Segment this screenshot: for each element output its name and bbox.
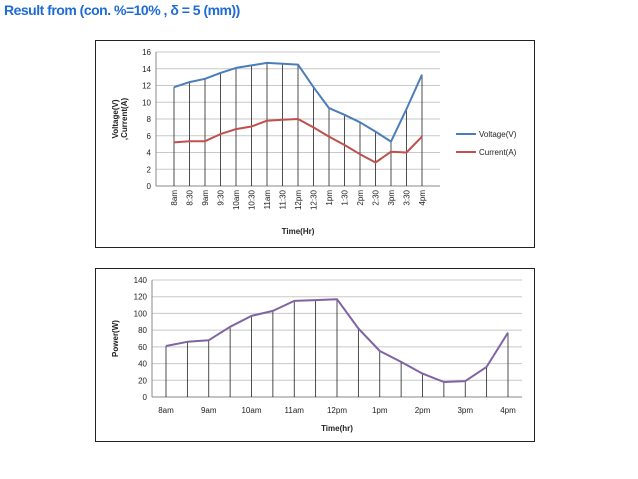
- y-tick-label: 12: [142, 82, 151, 91]
- y-axis-label: Power(W): [111, 320, 120, 357]
- y-tick-label: 8: [147, 115, 152, 124]
- voltage-current-chart: 0 2 4 6 8 10 12 14 16 8am 8:30 9am 9:30 10am 10:30 11am…: [95, 40, 535, 248]
- y-tick-label: 6: [147, 132, 152, 141]
- x-tick-label: 2:30: [372, 189, 381, 205]
- y-axis-label: Voltage(V): [111, 99, 120, 138]
- x-tick-label: 3pm: [387, 190, 396, 206]
- y-tick-label: 4: [147, 149, 152, 158]
- series-line-power: [165, 298, 509, 383]
- x-tick-label: 10am: [232, 190, 241, 210]
- x-axis-label: Time(hr): [321, 424, 353, 433]
- y-tick-label: 80: [138, 326, 147, 335]
- x-tick-label: 12pm: [327, 406, 347, 415]
- x-tick-label: 9am: [201, 406, 217, 415]
- x-tick-label: 8am: [170, 190, 179, 206]
- y-tick-label: 20: [138, 376, 147, 385]
- x-tick-label: 4pm: [500, 406, 516, 415]
- voltage-current-chart-svg: 0 2 4 6 8 10 12 14 16 8am 8:30 9am 9:30 10am 10:30 11am…: [111, 48, 517, 236]
- x-tick-label: 10:30: [248, 189, 257, 210]
- x-tick-label: 11am: [285, 406, 305, 415]
- x-tick-label: 1pm: [325, 190, 334, 206]
- y-tick-label: 100: [134, 309, 148, 318]
- y-tick-label: 0: [143, 393, 148, 402]
- x-tick-label: 9am: [201, 190, 210, 206]
- x-axis-label: Time(Hr): [282, 227, 315, 236]
- x-tick-label: 3:30: [403, 189, 412, 205]
- legend-label: Voltage(V): [479, 130, 517, 139]
- x-tick-label: 8:30: [186, 189, 195, 205]
- y-axis-label: ,Current(A): [120, 98, 129, 141]
- y-tick-label: 120: [134, 293, 148, 302]
- y-tick-label: 140: [134, 276, 148, 285]
- x-tick-label: 8am: [158, 406, 174, 415]
- y-tick-label: 14: [142, 65, 151, 74]
- x-tick-label: 12pm: [294, 190, 303, 210]
- series-line-voltage-v: [173, 61, 423, 143]
- power-chart-svg: 0 20 40 60 80 100 120 140 8am 9am 10am 11am 12pm 1pm 2…: [111, 276, 522, 433]
- x-tick-label: 2pm: [415, 406, 431, 415]
- x-tick-label: 4pm: [418, 190, 427, 206]
- x-tick-label: 10am: [241, 406, 261, 415]
- page-title: Result from (con. %=10% , δ = 5 (mm)): [4, 2, 240, 18]
- y-tick-label: 60: [138, 343, 147, 352]
- x-tick-label: 9:30: [217, 189, 226, 205]
- power-chart: 0 20 40 60 80 100 120 140 8am 9am 10am 11am 12pm 1pm 2…: [95, 268, 535, 442]
- series-line-current-a: [173, 118, 423, 164]
- legend-label: Current(A): [479, 148, 517, 157]
- x-tick-label: 1pm: [372, 406, 388, 415]
- y-tick-label: 0: [147, 182, 152, 191]
- x-tick-label: 12:30: [310, 189, 319, 210]
- y-tick-label: 2: [147, 165, 152, 174]
- y-tick-label: 40: [138, 360, 147, 369]
- x-tick-label: 11:30: [279, 189, 288, 209]
- y-tick-label: 16: [142, 48, 151, 57]
- x-tick-label: 11am: [263, 190, 272, 210]
- x-tick-label: 2pm: [356, 190, 365, 206]
- x-tick-label: 1:30: [341, 189, 350, 205]
- x-tick-label: 3pm: [457, 406, 473, 415]
- y-tick-label: 10: [142, 98, 151, 107]
